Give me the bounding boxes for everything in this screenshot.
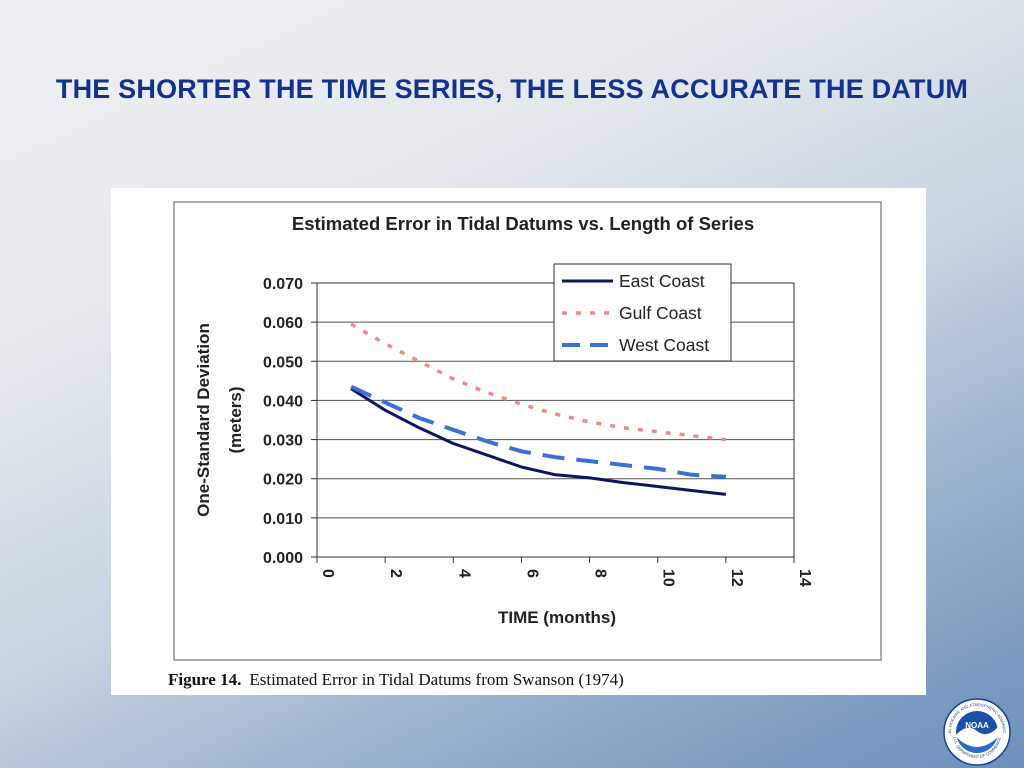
series-line-east-coast: [350, 387, 727, 496]
figure-caption-lead: Figure 14.: [168, 670, 242, 689]
x-tick-label: 8: [592, 569, 609, 578]
noaa-logo: NATIONAL OCEANIC AND ATMOSPHERIC ADMINIS…: [942, 697, 1011, 766]
x-axis-ticks: 0 2 4 6 8 10 12 14: [316, 557, 813, 587]
series-line-gulf-coast: [350, 322, 727, 442]
y-tick-label: 0.030: [263, 433, 303, 450]
x-tick-label: 12: [728, 569, 745, 587]
x-axis-label: TIME (months): [498, 608, 616, 627]
figure-panel: Estimated Error in Tidal Datums vs. Leng…: [111, 188, 926, 695]
x-tick-label: 4: [455, 569, 472, 578]
noaa-logo-bird: [956, 727, 998, 747]
y-tick-label: 0.070: [263, 276, 303, 293]
x-tick-label: 6: [523, 569, 540, 578]
noaa-logo-text: NOAA: [965, 721, 989, 730]
y-tick-label: 0.060: [263, 315, 303, 332]
figure-caption: Figure 14. Estimated Error in Tidal Datum…: [168, 670, 624, 690]
chart-title: Estimated Error in Tidal Datums vs. Leng…: [292, 213, 754, 234]
y-axis-label-line2: (meters): [226, 386, 245, 453]
legend: East Coast Gulf Coast West Coast: [553, 263, 732, 362]
legend-label: Gulf Coast: [619, 303, 702, 323]
x-tick-label: 2: [387, 569, 404, 578]
y-axis-ticks: 0.000 0.010 0.020 0.030 0.040 0.050 0.060 0.070: [263, 276, 317, 567]
y-tick-label: 0.000: [263, 550, 303, 567]
chart-frame: [173, 201, 882, 661]
series-layer: [350, 322, 727, 496]
x-tick-label: 10: [660, 569, 677, 587]
y-tick-label: 0.040: [263, 393, 303, 410]
noaa-logo-wave: [958, 739, 996, 753]
chart-svg: Estimated Error in Tidal Datums vs. Leng…: [173, 201, 882, 661]
legend-label: West Coast: [619, 335, 709, 355]
legend-label: East Coast: [619, 271, 705, 291]
slide-title: THE SHORTER THE TIME SERIES, THE LESS AC…: [55, 74, 969, 104]
series-line-west-coast: [350, 384, 727, 479]
y-tick-label: 0.020: [263, 472, 303, 489]
x-tick-label: 0: [319, 569, 336, 578]
y-axis-label-group: One-Standard Deviation (meters): [194, 323, 245, 517]
y-tick-label: 0.050: [263, 354, 303, 371]
y-axis-label-line1: One-Standard Deviation: [194, 323, 213, 517]
y-tick-label: 0.010: [263, 511, 303, 528]
x-tick-label: 14: [796, 569, 813, 587]
figure-caption-text: Estimated Error in Tidal Datums from Swa…: [249, 670, 624, 689]
